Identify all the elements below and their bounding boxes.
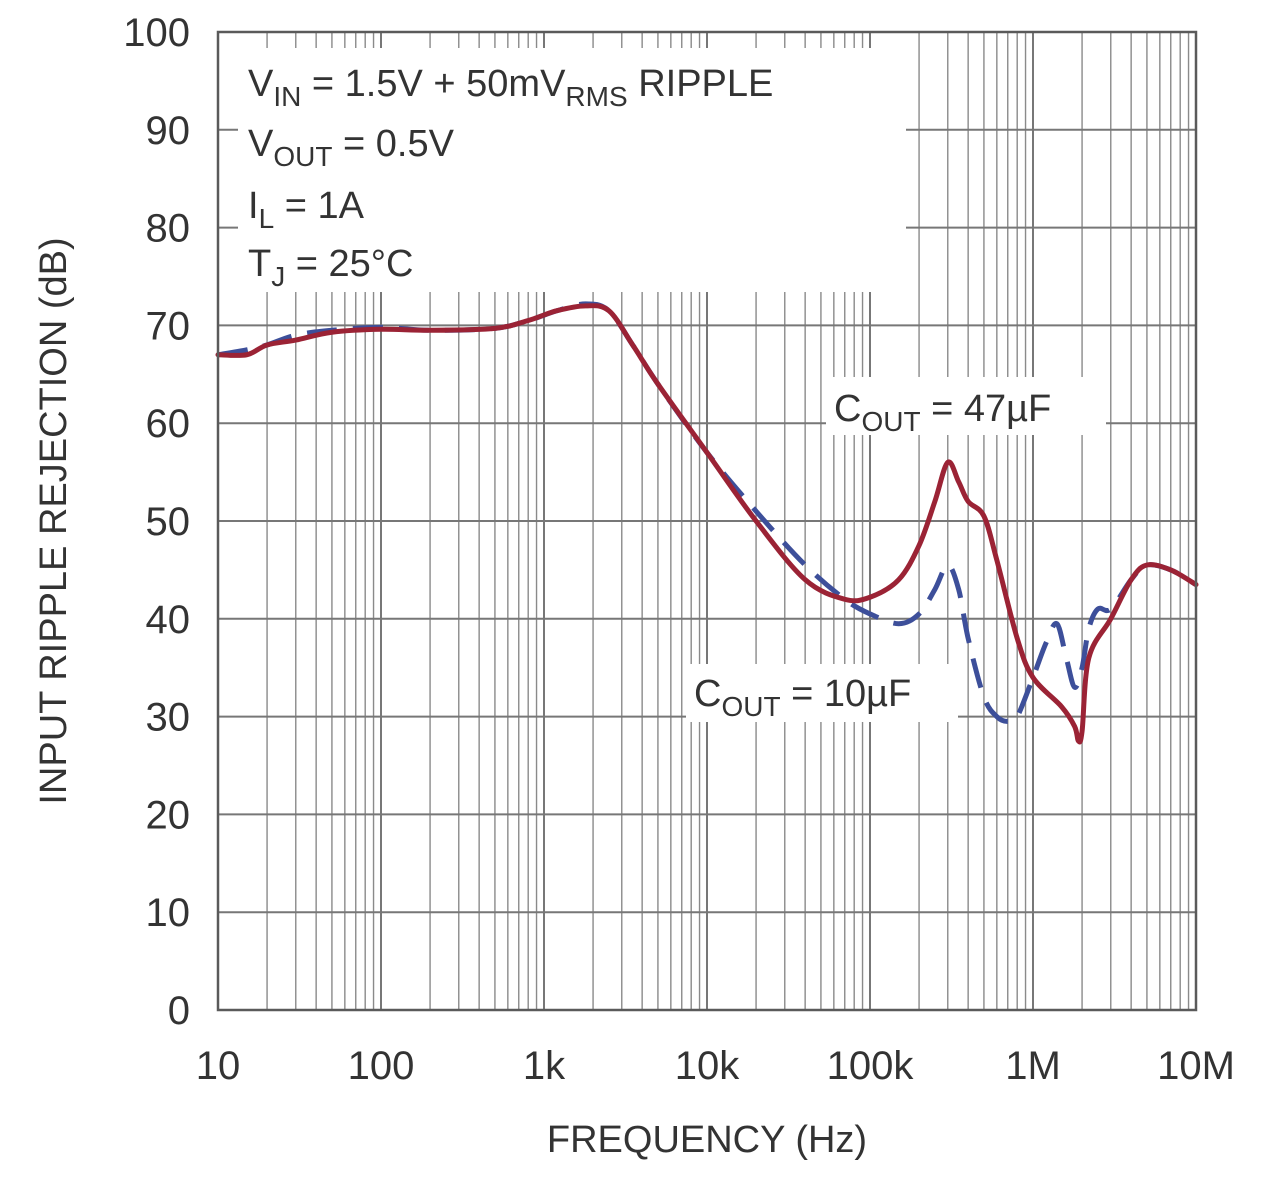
x-tick-label: 10M [1157,1044,1235,1088]
annotation-10uf-backdrop [686,664,958,722]
annotation-cout-47uf-rest: = 47µF [921,388,1052,430]
condition-line-main: T [248,243,271,285]
condition-line-main: V [248,63,274,105]
series-line-cout-10uf [217,301,1198,725]
y-tick-label: 60 [146,402,191,446]
annotation-cout-10uf: COUT = 10µF [694,673,911,722]
plot-frame [216,30,1198,1012]
condition-line: VIN = 1.5V + 50mVRMS RIPPLE [248,63,773,112]
y-tick-label: 50 [146,500,191,544]
y-tick-label: 90 [146,109,191,153]
annotation-cout-47uf-sub: OUT [861,406,920,437]
condition-line: IL = 1A [248,185,365,234]
y-tick-label: 100 [123,11,190,55]
condition-line: TJ = 25°C [248,243,413,292]
condition-line-rest: = 1A [274,185,364,227]
annotation-cout-10uf-rest: = 10µF [781,673,912,715]
x-tick-label: 10 [196,1044,241,1088]
y-tick-label: 0 [168,989,190,1033]
condition-line-main: V [248,123,274,165]
condition-line-sub: IN [273,81,301,112]
annotation-cout-47uf: COUT = 47µF [834,388,1051,437]
x-tick-label: 1M [1005,1044,1061,1088]
condition-line: VOUT = 0.5V [248,123,455,172]
tick-labels: 10 100 1k 10k 100k 1M 10M010203040506070809010… [123,11,1235,1088]
y-tick-label: 30 [146,696,191,740]
x-tick-label: 1k [523,1044,566,1088]
y-tick-label: 70 [146,304,191,348]
curves [215,301,1199,745]
annotation-cout-10uf-main: C [694,673,721,715]
condition-line-sub2: RMS [565,81,627,112]
y-tick-label: 20 [146,793,191,837]
condition-line-rest: = 0.5V [332,123,454,165]
conditions-backdrop [238,48,906,292]
x-axis-title: FREQUENCY (Hz) [547,1119,867,1161]
y-tick-label: 80 [146,207,191,251]
condition-line-main: I [248,185,259,227]
annotation-cout-47uf-main: C [834,388,861,430]
y-axis-title: INPUT RIPPLE REJECTION (dB) [33,237,75,804]
series-line-cout-47uf [215,303,1199,745]
annotation-cout-10uf-sub: OUT [721,691,780,722]
x-tick-label: 10k [675,1044,740,1088]
x-tick-label: 100 [348,1044,415,1088]
y-tick-label: 40 [146,598,191,642]
condition-line-sub: L [259,203,275,234]
annotation-47uf-backdrop [826,377,1106,435]
y-tick-label: 10 [146,891,191,935]
condition-line-rest2: RIPPLE [628,63,774,105]
condition-line-rest: = 1.5V + 50mV [301,63,566,105]
condition-line-sub: OUT [273,141,332,172]
condition-line-rest: = 25°C [285,243,413,285]
condition-line-sub: J [271,261,285,292]
x-tick-label: 100k [827,1044,915,1088]
